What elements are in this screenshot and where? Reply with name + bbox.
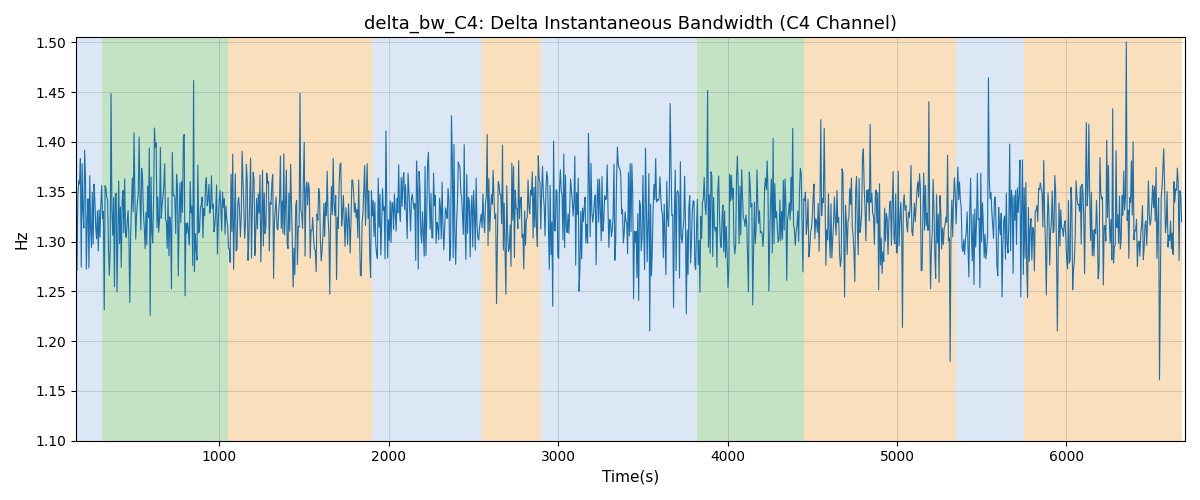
Bar [541,38,680,440]
Bar [102,38,228,440]
Bar [697,38,804,440]
Bar [228,38,372,440]
Bar [372,38,482,440]
X-axis label: Time(s): Time(s) [602,470,659,485]
Bar [76,38,102,440]
Bar [804,38,956,440]
Bar [1024,38,1182,440]
Y-axis label: Hz: Hz [14,230,30,249]
Bar [482,38,541,440]
Title: delta_bw_C4: Delta Instantaneous Bandwidth (C4 Channel): delta_bw_C4: Delta Instantaneous Bandwid… [364,15,898,34]
Bar [956,38,1024,440]
Bar [680,38,697,440]
